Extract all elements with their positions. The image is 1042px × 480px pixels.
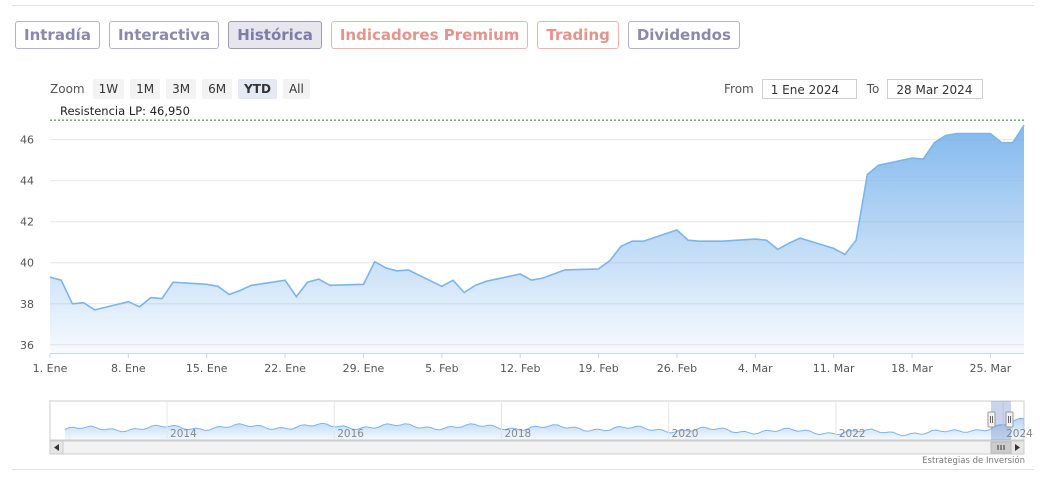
navigator-selection[interactable] bbox=[991, 401, 1011, 440]
zoom-all-button[interactable]: All bbox=[282, 79, 310, 99]
resistance-label: Resistencia LP: 46,950 bbox=[60, 104, 190, 118]
zoom-3m-button[interactable]: 3M bbox=[166, 79, 197, 99]
zoom-6m-button[interactable]: 6M bbox=[202, 79, 233, 99]
y-tick-label: 36 bbox=[20, 339, 34, 352]
navigator-year-label: 2020 bbox=[672, 428, 699, 440]
y-tick-label: 44 bbox=[20, 175, 34, 188]
x-tick-label: 4. Mar bbox=[738, 362, 773, 375]
price-line bbox=[49, 124, 1025, 311]
y-tick-label: 38 bbox=[20, 298, 34, 311]
zoom-1w-button[interactable]: 1W bbox=[92, 79, 125, 99]
tab-intradia[interactable]: Intradía bbox=[15, 21, 100, 49]
tab-interactiva[interactable]: Interactiva bbox=[108, 21, 220, 49]
navigator-year-label: 2014 bbox=[170, 428, 197, 440]
y-tick-label: 42 bbox=[20, 216, 34, 229]
navigator[interactable]: 2014 2016 2018 2020 2022 2024 bbox=[49, 400, 1033, 455]
navigator-year-label: 2018 bbox=[504, 428, 531, 440]
scrollbar-track[interactable] bbox=[49, 440, 1025, 455]
navigator-line bbox=[64, 417, 1025, 437]
x-tick-label: 22. Ene bbox=[264, 362, 306, 375]
top-divider bbox=[12, 5, 1034, 6]
navigator-handle[interactable] bbox=[987, 411, 996, 428]
navigator-area bbox=[65, 418, 1024, 440]
y-tick-label: 46 bbox=[20, 134, 34, 147]
x-tick-label: 8. Ene bbox=[111, 362, 146, 375]
x-tick-label: 18. Mar bbox=[891, 362, 933, 375]
navigator-year-label: 2024 bbox=[1006, 428, 1033, 440]
from-label: From bbox=[724, 82, 754, 96]
x-tick-label: 26. Feb bbox=[657, 362, 697, 375]
from-date-input[interactable]: 1 Ene 2024 bbox=[761, 79, 857, 99]
x-tick-label: 25. Mar bbox=[970, 362, 1012, 375]
zoom-label: Zoom bbox=[50, 82, 85, 96]
zoom-ytd-button[interactable]: YTD bbox=[238, 79, 277, 99]
zoom-1m-button[interactable]: 1M bbox=[130, 79, 161, 99]
to-date-input[interactable]: 28 Mar 2024 bbox=[887, 79, 984, 99]
navigator-year-label: 2022 bbox=[839, 428, 866, 440]
arrow-right-icon bbox=[1015, 444, 1020, 451]
tab-historica[interactable]: Histórica bbox=[228, 21, 322, 49]
zoom-selector: Zoom 1W 1M 3M 6M YTD All bbox=[50, 79, 310, 99]
price-area bbox=[50, 125, 1024, 353]
x-tick-label: 12. Feb bbox=[500, 362, 540, 375]
tab-trading[interactable]: Trading bbox=[537, 21, 619, 49]
x-tick-label: 11. Mar bbox=[813, 362, 855, 375]
x-tick-label: 19. Feb bbox=[578, 362, 618, 375]
y-tick-label: 40 bbox=[20, 257, 34, 270]
navigator-handle[interactable] bbox=[1005, 411, 1014, 428]
tab-indicadores-premium[interactable]: Indicadores Premium bbox=[330, 21, 529, 49]
arrow-left-icon bbox=[54, 444, 59, 451]
tab-dividendos[interactable]: Dividendos bbox=[627, 21, 740, 49]
to-label: To bbox=[866, 82, 880, 96]
navigator-year-label: 2016 bbox=[337, 428, 364, 440]
credit-text: Estrategias de Inversión bbox=[922, 456, 1025, 466]
x-tick-label: 5. Feb bbox=[425, 362, 458, 375]
x-tick-label: 15. Ene bbox=[186, 362, 228, 375]
bottom-divider bbox=[12, 469, 1034, 470]
x-tick-label: 29. Ene bbox=[343, 362, 385, 375]
date-range-selector: From 1 Ene 2024 To 28 Mar 2024 bbox=[724, 79, 984, 99]
chart-tabs: Intradía Interactiva Histórica Indicador… bbox=[15, 21, 740, 49]
x-tick-label: 1. Ene bbox=[33, 362, 68, 375]
